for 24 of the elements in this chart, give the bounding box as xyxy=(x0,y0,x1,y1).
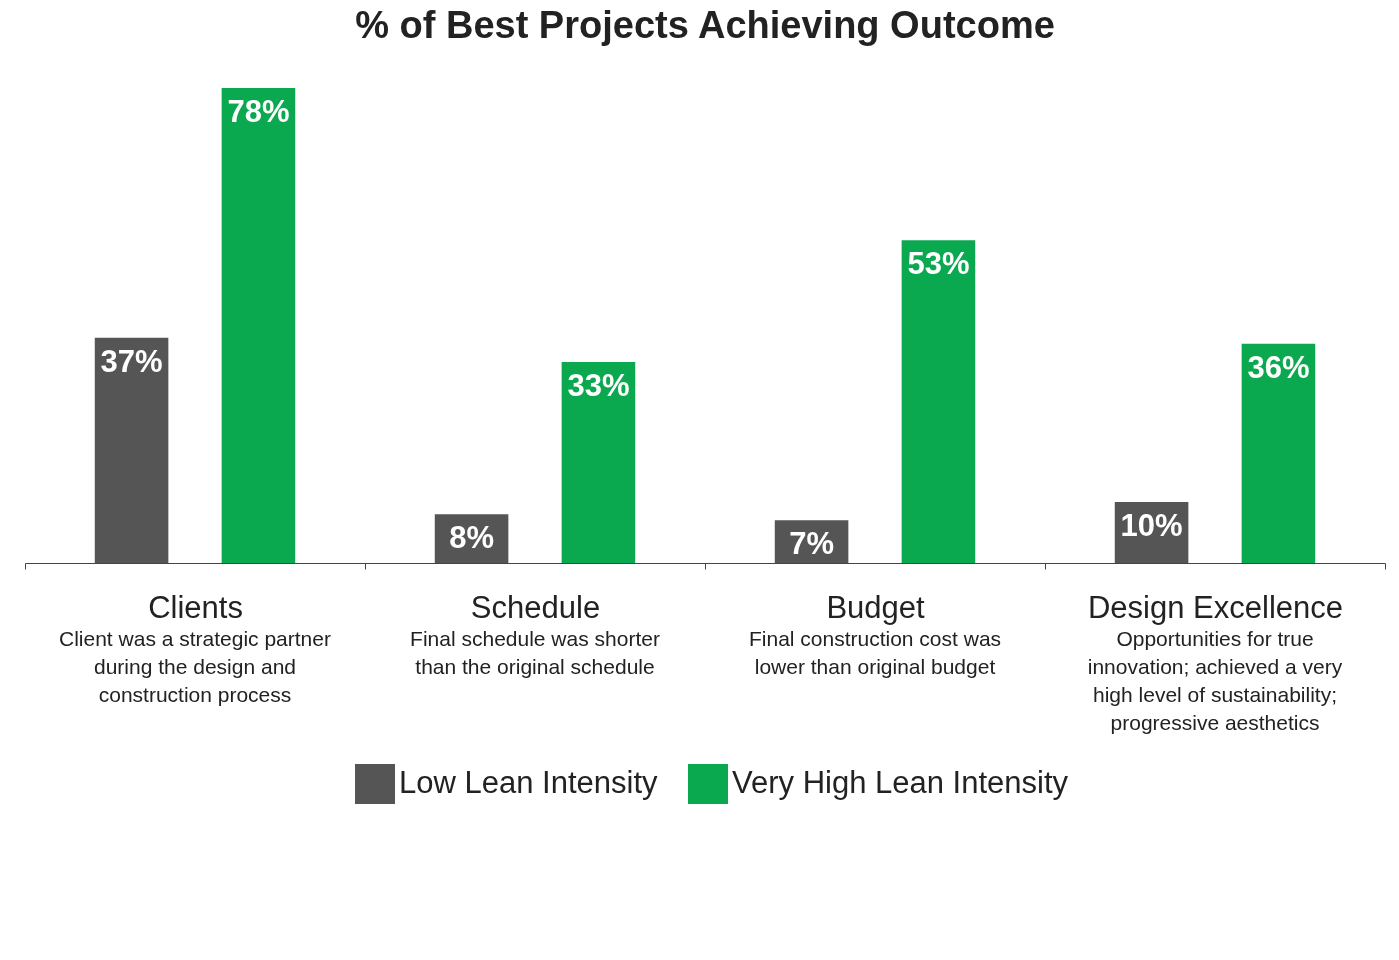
text: Final construction cost was lower than original budget xyxy=(748,627,1002,678)
x-tick-label: Design Excellence xyxy=(1087,589,1344,625)
x-tick-label: Schedule xyxy=(470,589,601,625)
data-label: 10% xyxy=(1120,508,1183,544)
data-label: 7% xyxy=(789,526,834,562)
x-tick-label: Budget xyxy=(826,589,926,625)
data-label: 8% xyxy=(449,520,494,556)
x-tick-label: Clients xyxy=(148,589,243,625)
legend-label: Very High Lean Intensity xyxy=(732,765,1069,800)
data-label: 78% xyxy=(227,94,290,129)
bar xyxy=(901,240,976,563)
legend-label: Low Lean Intensity xyxy=(399,765,658,800)
data-label: 36% xyxy=(1247,349,1310,385)
bar xyxy=(94,337,169,563)
text: Client was a strategic partner during the design and construction process xyxy=(59,627,331,706)
data-label: 37% xyxy=(100,343,163,379)
data-label: 53% xyxy=(907,246,970,282)
bar xyxy=(1241,343,1316,563)
bar xyxy=(561,362,636,563)
text: Final schedule was shorter than the original schedule xyxy=(410,627,660,678)
data-label: 33% xyxy=(567,368,630,404)
chart-title: % of Best Projects Achieving Outcome xyxy=(355,4,1055,46)
bar xyxy=(221,88,296,563)
text: Opportunities for true innovation; achieved a very high level of sustainability; progressive aesthetics xyxy=(1087,627,1343,734)
